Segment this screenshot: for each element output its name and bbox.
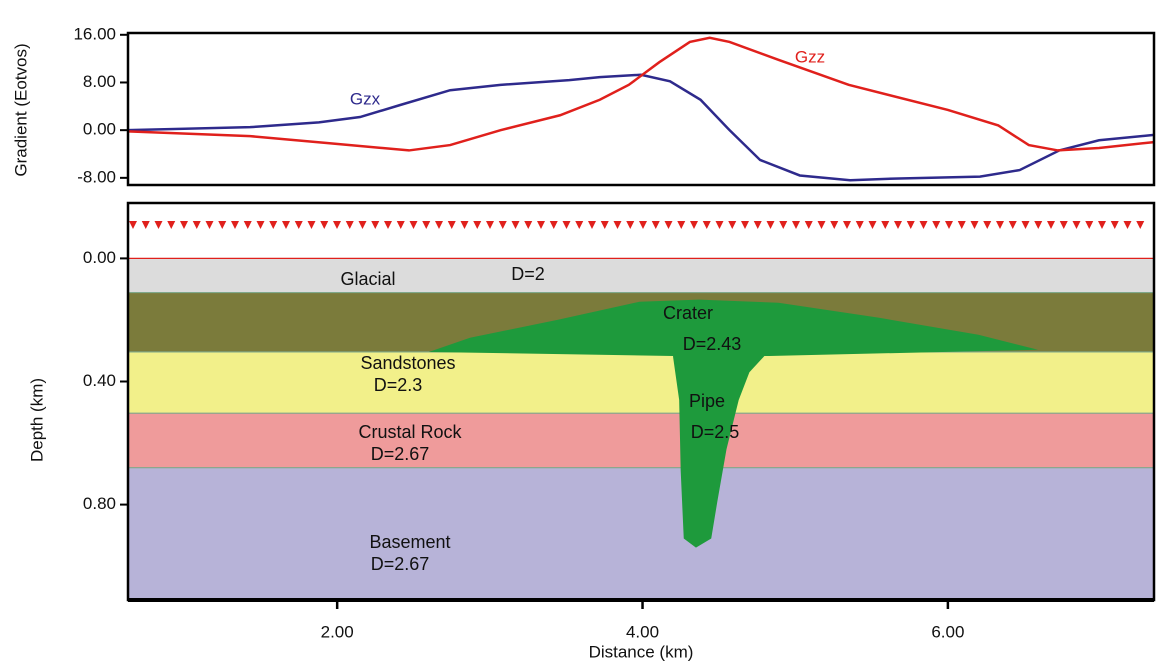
layer-name: Basement (369, 532, 450, 552)
series-label: Gzx (350, 89, 381, 108)
body-name: Crater (663, 303, 713, 323)
x-tick-label: 2.00 (321, 622, 354, 641)
y-axis-label: Depth (km) (27, 378, 46, 462)
y-tick-label: 16.00 (73, 24, 116, 43)
body-density: D=2.43 (683, 334, 742, 354)
layer-density: D=2.67 (371, 444, 430, 464)
y-tick-label: 0.00 (83, 248, 116, 267)
x-tick-label: 4.00 (626, 622, 659, 641)
chart: 16.00 8.00 0.00 -8.00 0.00 0.40 0.80 2.00 4.00 6.… (0, 0, 1156, 668)
y-tick-label: 0.80 (83, 494, 116, 513)
layer (128, 258, 1154, 292)
body-density: D=2.5 (691, 422, 740, 442)
layer (128, 413, 1154, 467)
layer (128, 468, 1154, 600)
y-tick-label: 0.00 (83, 120, 116, 139)
layer-density: D=2.3 (374, 375, 423, 395)
y-tick-label: 0.40 (83, 371, 116, 390)
y-tick-label: 8.00 (83, 72, 116, 91)
series-line (128, 38, 1154, 151)
y-tick-label: -8.00 (77, 167, 116, 186)
plot-frame (128, 33, 1154, 185)
x-tick-label: 6.00 (931, 622, 964, 641)
x-axis-label: Distance (km) (589, 642, 694, 661)
layer-name: Glacial (340, 269, 395, 289)
layer-name: Sandstones (360, 353, 455, 373)
body-name: Pipe (689, 391, 725, 411)
layer (128, 352, 1154, 413)
layer-density: D=2 (511, 264, 545, 284)
layers (128, 203, 1154, 600)
series-label: Gzz (795, 47, 825, 66)
y-axis-label: Gradient (Eotvos) (11, 43, 30, 176)
layer-density: D=2.67 (371, 554, 430, 574)
layer-name: Crustal Rock (358, 422, 462, 442)
